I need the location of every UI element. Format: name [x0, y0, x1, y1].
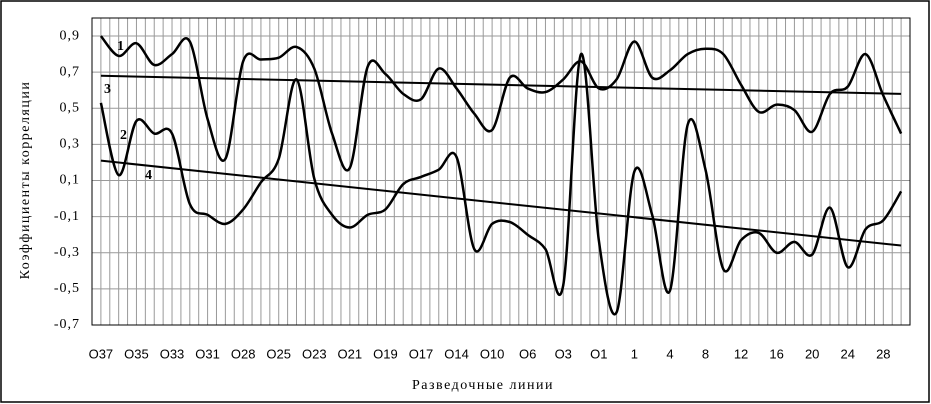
x-tick-label: О33 [160, 346, 185, 361]
x-tick-label: О37 [89, 346, 114, 361]
x-tick-label: О3 [555, 346, 572, 361]
x-tick-label: О23 [302, 346, 327, 361]
y-tick-label: 0,3 [60, 137, 81, 152]
trend-label: 4 [145, 168, 152, 183]
y-tick-label: 0,1 [60, 173, 81, 188]
x-tick-label: О14 [444, 346, 469, 361]
plot-border [91, 17, 911, 326]
x-axis-title: Разведочные линии [412, 378, 554, 393]
series-label: 2 [120, 128, 127, 143]
y-tick-label: -0,5 [54, 281, 80, 296]
x-tick-label: 4 [666, 346, 673, 361]
y-tick-label: 0,9 [60, 28, 81, 43]
x-tick-label: О31 [195, 346, 220, 361]
trend-label: 3 [104, 82, 111, 97]
x-tick-label: О35 [124, 346, 149, 361]
x-tick-label: 20 [805, 346, 819, 361]
y-axis-title: Коэффициенты корреляции [18, 81, 33, 280]
x-tick-label: О19 [373, 346, 398, 361]
y-tick-label: -0,1 [54, 209, 80, 224]
y-tick-label: 0,5 [60, 101, 81, 116]
y-tick-label: -0,3 [54, 245, 80, 260]
series-label: 1 [117, 39, 124, 54]
x-tick-label: О17 [409, 346, 434, 361]
x-tick-label: 8 [702, 346, 709, 361]
y-tick-label: 0,7 [60, 64, 81, 79]
trend-line [100, 74, 902, 95]
x-tick-label: 1 [631, 346, 638, 361]
series-line [99, 35, 903, 172]
grid [92, 18, 910, 326]
x-tick-label: О21 [338, 346, 363, 361]
x-tick-label: О6 [519, 346, 536, 361]
x-tick-label: О1 [590, 346, 607, 361]
x-tick-label: 24 [841, 346, 855, 361]
trend-line [100, 159, 902, 247]
x-tick-label: 12 [734, 346, 748, 361]
x-tick-label: О25 [266, 346, 291, 361]
x-tick-label: 28 [876, 346, 890, 361]
x-tick-label: О10 [480, 346, 505, 361]
x-tick-label: О28 [231, 346, 256, 361]
y-tick-label: -0,7 [54, 317, 80, 332]
x-tick-label: 16 [769, 346, 783, 361]
series-line [99, 52, 903, 316]
